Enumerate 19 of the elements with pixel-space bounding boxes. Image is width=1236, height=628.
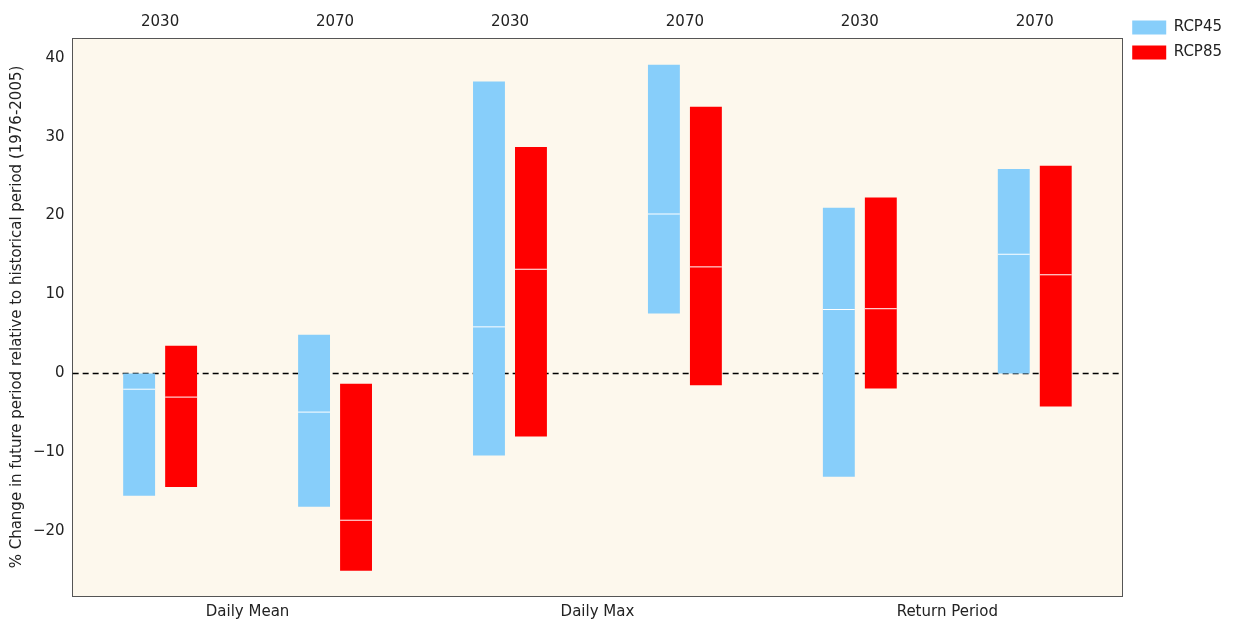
y-tick-label: 0	[55, 363, 65, 382]
y-axis-title: % Change in future period relative to historical period (1976-2005)	[6, 65, 25, 569]
x-tick-label: 2030	[840, 11, 879, 30]
text: Return Period	[896, 601, 998, 620]
legend-label: RCP45	[1173, 17, 1222, 36]
x-tick-label: 2070	[665, 11, 704, 30]
x-tick-label: 2070	[315, 11, 355, 30]
text: Daily Max	[560, 601, 635, 620]
y-tick-label: −10	[33, 442, 65, 461]
y-tick-label: 20	[45, 205, 65, 224]
y-tick-label: 30	[45, 126, 65, 145]
y-tick-label: 40	[45, 47, 65, 66]
x-tick-label: 2070	[1015, 11, 1054, 30]
x-tick-label: 2030	[141, 11, 180, 30]
y-tick-label: −20	[33, 521, 65, 540]
y-tick-label: 10	[45, 284, 65, 303]
x-tick-label: 2030	[490, 11, 530, 30]
legend-label: RCP85	[1173, 42, 1222, 61]
text: Daily Mean	[205, 601, 290, 620]
